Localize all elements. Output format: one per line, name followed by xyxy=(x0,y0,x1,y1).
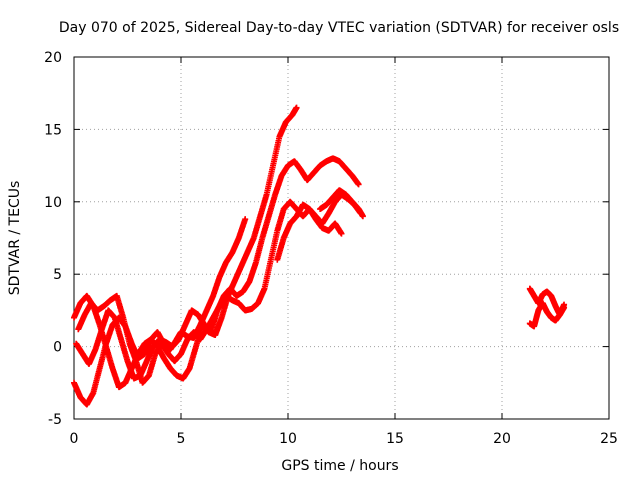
series-track-4 xyxy=(75,198,345,386)
x-tick-label: 5 xyxy=(177,431,186,447)
data-point xyxy=(359,213,366,220)
y-tick-label: -5 xyxy=(48,412,62,428)
series-track-2 xyxy=(71,104,300,391)
y-tick-label: 0 xyxy=(53,340,62,356)
y-tick-label: 5 xyxy=(53,267,62,283)
x-tick-label: 25 xyxy=(600,431,618,447)
data-point xyxy=(242,216,249,223)
series-track-6 xyxy=(317,187,366,220)
axis-ticks xyxy=(73,56,610,420)
series-track-8 xyxy=(526,300,568,330)
data-point xyxy=(338,230,345,237)
x-axis-label: GPS time / hours xyxy=(281,458,398,474)
data-point xyxy=(293,104,300,111)
x-tick-label: 20 xyxy=(493,431,511,447)
chart-title: Day 070 of 2025, Sidereal Day-to-day VTE… xyxy=(59,20,619,36)
y-tick-label: 20 xyxy=(44,50,62,66)
y-tick-label: 15 xyxy=(44,122,62,138)
x-tick-label: 15 xyxy=(386,431,404,447)
y-tick-labels: -5 0 5 10 15 20 xyxy=(44,50,62,428)
x-tick-labels: 0 5 10 15 20 25 xyxy=(70,431,618,447)
y-axis-label: SDTVAR / TECUs xyxy=(7,181,23,296)
data-point xyxy=(561,301,568,308)
series-track-3 xyxy=(73,155,362,382)
series-track-7 xyxy=(526,285,568,318)
x-tick-label: 0 xyxy=(70,431,79,447)
data-point xyxy=(355,181,362,188)
plot-frame xyxy=(73,56,610,420)
y-tick-label: 10 xyxy=(44,195,62,211)
data-points xyxy=(71,104,568,408)
x-tick-label: 10 xyxy=(279,431,297,447)
